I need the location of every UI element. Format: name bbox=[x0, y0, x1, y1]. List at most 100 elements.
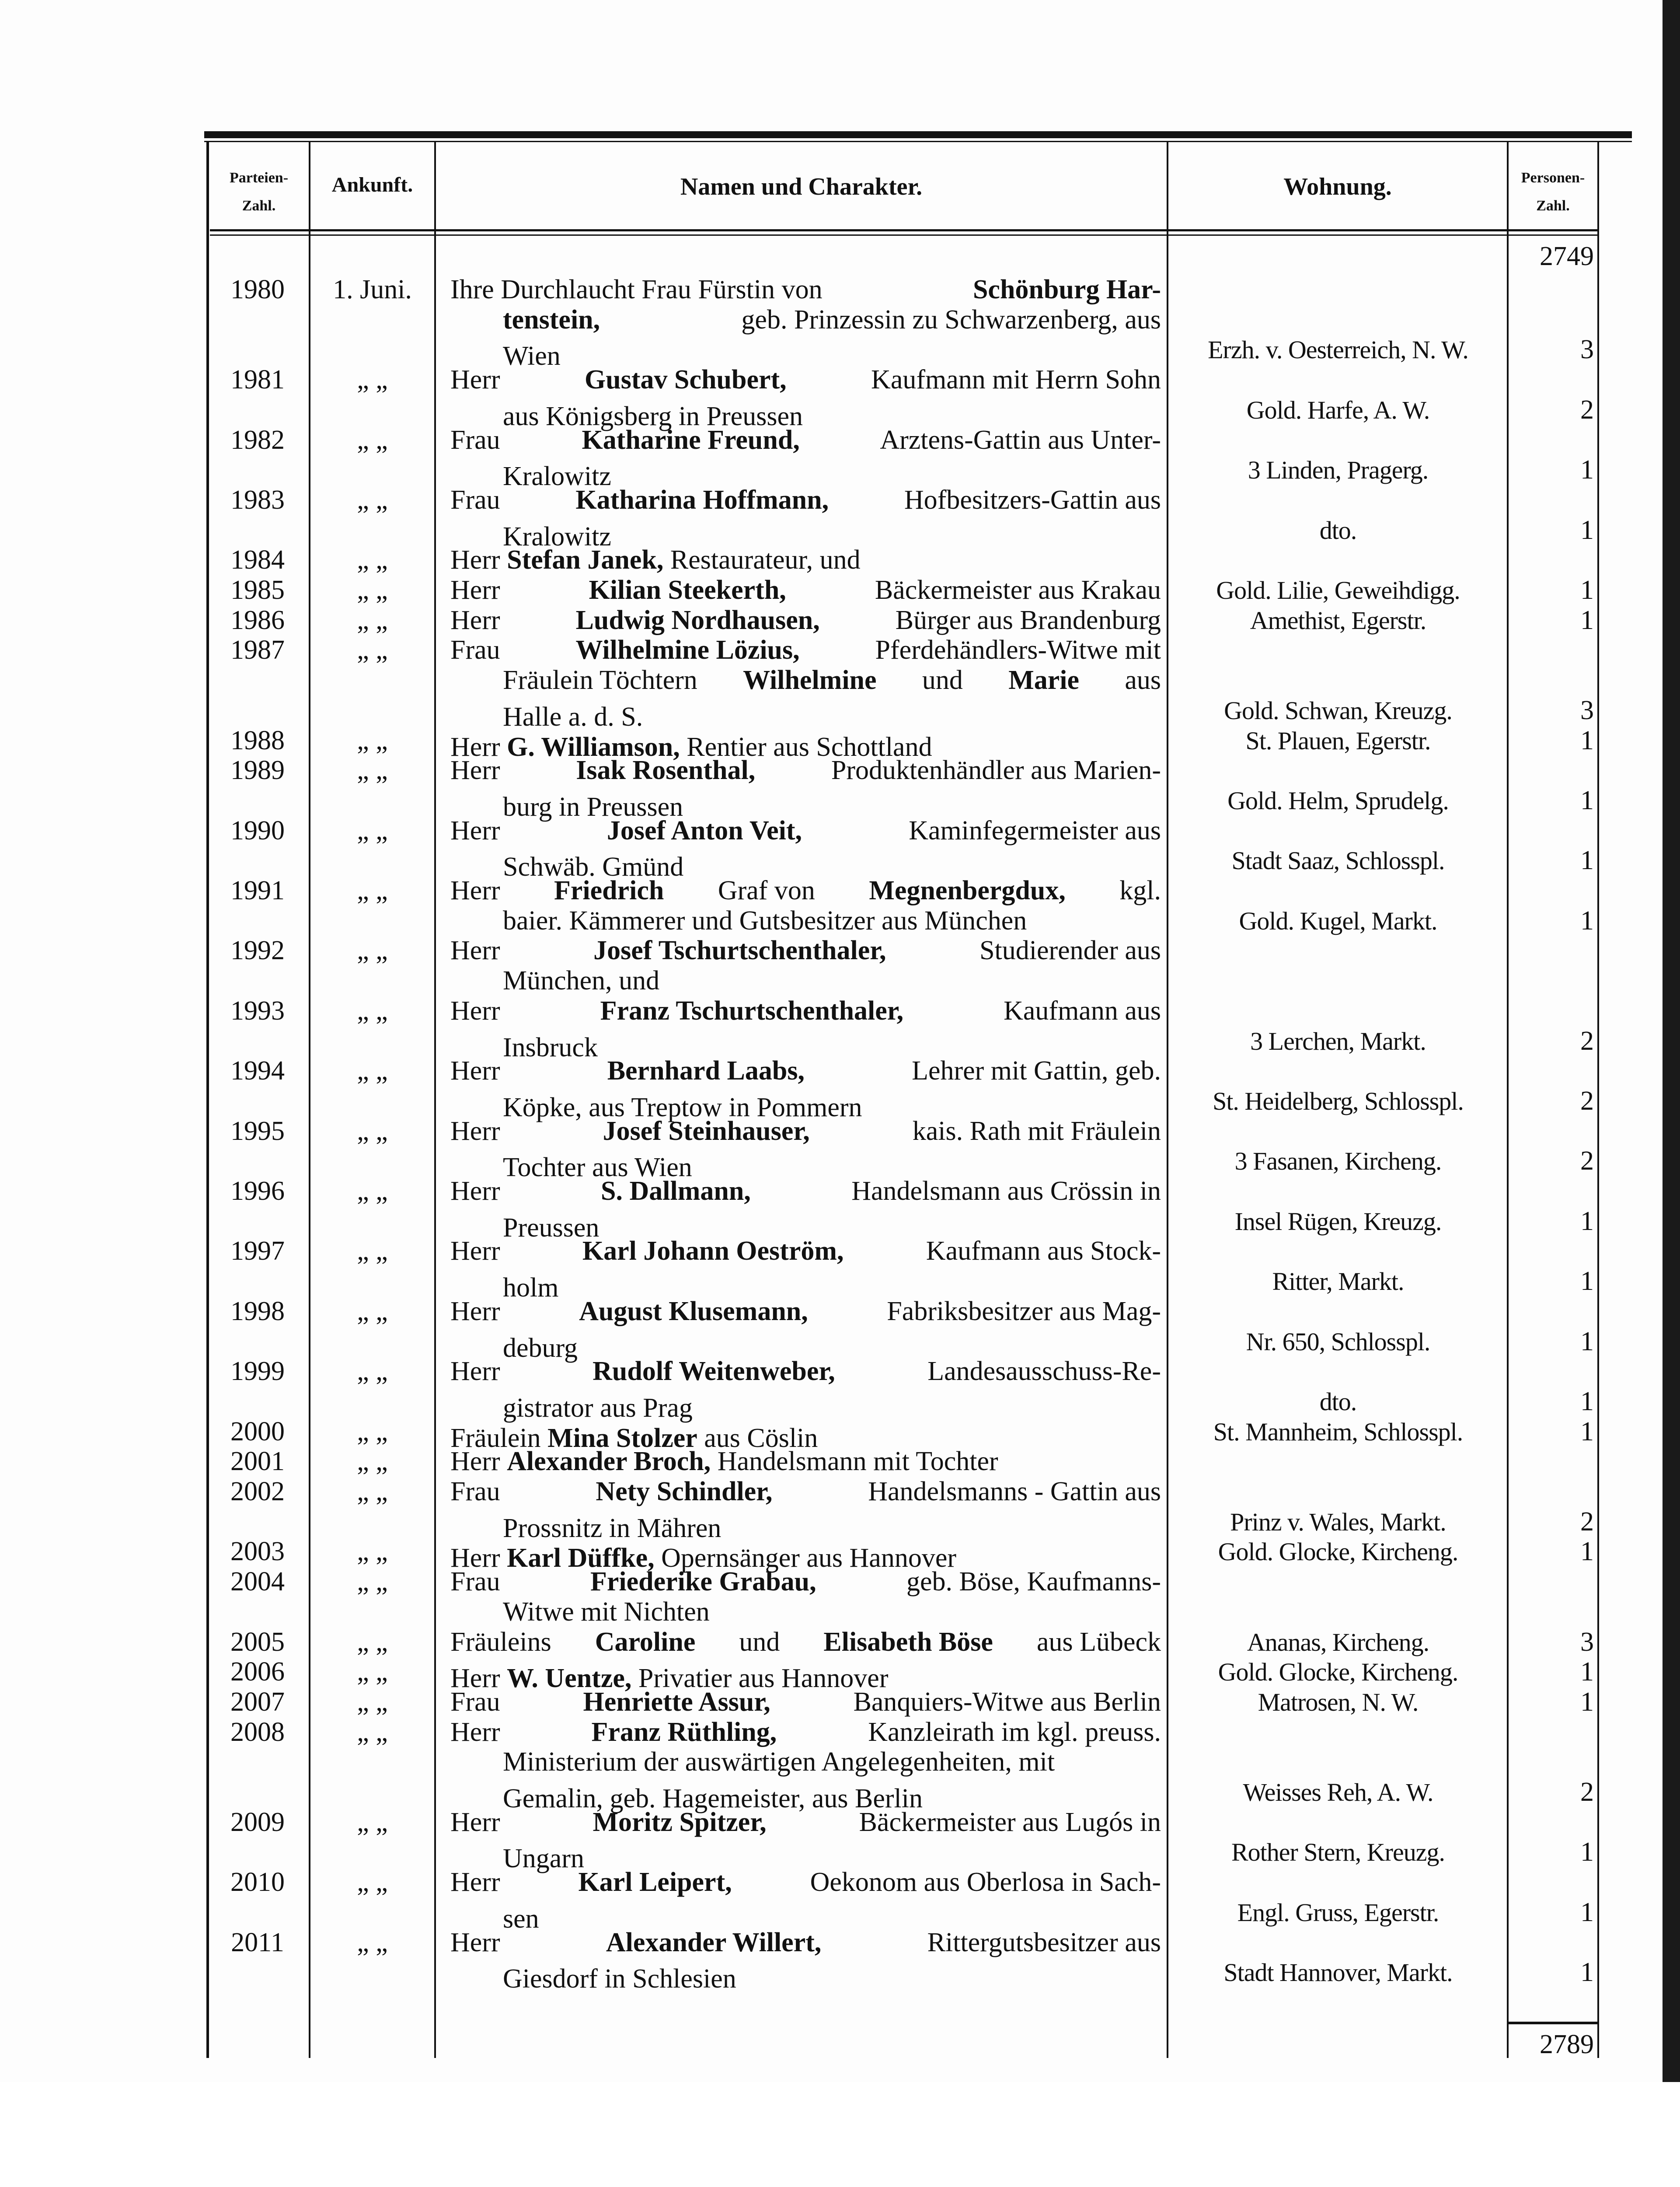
dot-leader bbox=[586, 1326, 1161, 1357]
entry-text-line: Herr Alexander Broch, Handelsmann mit To… bbox=[450, 1446, 1161, 1477]
entry-persons: 1 bbox=[1580, 1657, 1594, 1687]
entry-persons: 1 bbox=[1580, 1897, 1594, 1927]
dot-leader bbox=[568, 335, 1161, 365]
entry-persons: 1 bbox=[1580, 1386, 1594, 1416]
scan-edge bbox=[1663, 0, 1680, 2082]
entry-number: 1997 bbox=[230, 1236, 285, 1266]
entry-text: Herr bbox=[450, 1176, 507, 1206]
dot-leader bbox=[547, 1897, 1161, 1928]
guest-name: Karl Leipert, bbox=[578, 1867, 732, 1897]
entry-text: Herr bbox=[450, 876, 507, 905]
entry-residence: Gold. Harfe, A. W. bbox=[1246, 395, 1430, 424]
entry-text-line: Köpke, aus Treptow in Pommern bbox=[503, 1086, 1161, 1122]
guest-name: Elisabeth Böse bbox=[823, 1627, 993, 1657]
guest-name: tenstein, bbox=[503, 304, 600, 335]
entry-text-line: Schwäb. Gmünd bbox=[503, 845, 1161, 882]
entry-persons: 1 bbox=[1580, 575, 1594, 605]
register-page: Parteien- Zahl. Ankunft. Namen und Chara… bbox=[204, 0, 1680, 2082]
entry-residence: St. Heidelberg, Schlosspl. bbox=[1213, 1087, 1464, 1115]
entry-number: 1989 bbox=[230, 755, 285, 786]
entry-text: Herr bbox=[450, 1927, 507, 1957]
entry-persons: 1 bbox=[1580, 1837, 1594, 1867]
entry-arrival: „ „ bbox=[357, 485, 388, 515]
entry-arrival: „ „ bbox=[357, 1627, 388, 1657]
entry-residence: 3 Lerchen, Markt. bbox=[1250, 1027, 1426, 1055]
entry-text: Restaurateur, und bbox=[663, 545, 861, 575]
entry-text-line: Herr Josef Anton Veit, Kaminfegermeister… bbox=[450, 816, 1161, 846]
entry-arrival: „ „ bbox=[357, 1537, 388, 1567]
entry-text: Herr bbox=[450, 1717, 507, 1747]
entry-text: Rentier aus Schottland bbox=[680, 732, 932, 762]
entry-text: Herr bbox=[450, 545, 507, 575]
entry-persons: 1 bbox=[1580, 845, 1594, 876]
entry-residence: Prinz v. Wales, Markt. bbox=[1230, 1507, 1446, 1536]
entry-arrival: „ „ bbox=[357, 1477, 388, 1506]
entry-text: aus Cöslin bbox=[697, 1423, 818, 1453]
guest-name: Karl Düffke, bbox=[507, 1543, 655, 1573]
guest-name: Franz Tschurtschenthaler, bbox=[600, 996, 904, 1026]
guest-name: Stefan Janek, bbox=[507, 545, 664, 575]
entry-text-line: Prossnitz in Mähren bbox=[503, 1506, 1161, 1543]
guest-name: Gustav Schubert, bbox=[585, 365, 787, 395]
entry-text: Oekonom aus Oberlosa in Sach- bbox=[803, 1867, 1161, 1897]
header-names: Namen und Charakter. bbox=[680, 173, 923, 200]
entry-persons: 1 bbox=[1580, 1687, 1594, 1717]
entry-text: und bbox=[915, 665, 970, 695]
entry-text-line: Frau Katharine Freund, Arztens-Gattin au… bbox=[450, 425, 1161, 455]
entry-arrival: „ „ bbox=[357, 755, 388, 786]
entry-text-line: Ungarn bbox=[503, 1837, 1161, 1873]
entry-text: Insbruck bbox=[503, 1032, 598, 1062]
entry-number: 1986 bbox=[230, 605, 285, 635]
entry-text-line: baier. Kämmerer und Gutsbesitzer aus Mün… bbox=[503, 906, 1161, 936]
guest-name: Josef Tschurtschenthaler, bbox=[593, 936, 886, 966]
entry-text-line: Herr Josef Tschurtschenthaler, Studieren… bbox=[450, 936, 1161, 966]
entry-arrival: „ „ bbox=[357, 1927, 388, 1957]
entry-arrival: „ „ bbox=[357, 725, 388, 755]
entry-persons: 2 bbox=[1580, 1146, 1594, 1176]
guest-name: Friedrich bbox=[554, 876, 664, 905]
entry-text: Fräuleins bbox=[450, 1627, 558, 1657]
entry-persons: 2 bbox=[1580, 1026, 1594, 1056]
entry-residence: Gold. Glocke, Kircheng. bbox=[1218, 1658, 1459, 1687]
entry-residence: St. Plauen, Egerstr. bbox=[1245, 726, 1431, 755]
entry-text: Giesdorf in Schlesien bbox=[503, 1964, 736, 1994]
dot-leader bbox=[619, 455, 1161, 486]
entry-text: Kaufmann aus bbox=[997, 996, 1161, 1026]
entry-text: Bäckermeister aus Lugós in bbox=[852, 1807, 1161, 1837]
header-rule-2 bbox=[210, 234, 1598, 236]
entry-text: Herr bbox=[450, 1296, 507, 1326]
entry-text: Herr bbox=[450, 1807, 507, 1837]
entry-text-line: Insbruck bbox=[503, 1026, 1161, 1062]
entry-number: 2003 bbox=[230, 1537, 285, 1567]
entry-arrival: „ „ bbox=[357, 1056, 388, 1086]
entry-text-line: Fräulein Töchtern Wilhelmine und Marie a… bbox=[503, 665, 1161, 695]
entry-arrival: 1. Juni. bbox=[333, 275, 412, 304]
entry-persons: 1 bbox=[1580, 1537, 1594, 1567]
entry-text: Handelsmann mit Tochter bbox=[711, 1446, 998, 1477]
guest-name: Josef Anton Veit, bbox=[606, 815, 802, 845]
entry-number: 2001 bbox=[230, 1446, 285, 1477]
entry-text: Herr bbox=[450, 996, 507, 1026]
entry-text-line: Herr Karl Johann Oeström, Kaufmann aus S… bbox=[450, 1236, 1161, 1266]
entry-text-line: Herr Josef Steinhauser, kais. Rath mit F… bbox=[450, 1116, 1161, 1146]
entry-persons: 1 bbox=[1580, 1416, 1594, 1446]
left-border bbox=[206, 142, 209, 2058]
entry-residence: Engl. Gruss, Egerstr. bbox=[1237, 1898, 1440, 1927]
entry-text: Herr bbox=[450, 755, 507, 786]
entry-text: München, und bbox=[503, 966, 660, 996]
dot-leader bbox=[691, 785, 1161, 816]
entry-arrival: „ „ bbox=[357, 1296, 388, 1326]
entry-text: Herr bbox=[450, 575, 507, 605]
entry-text-line: Halle a. d. S. bbox=[503, 695, 1161, 732]
right-border bbox=[1597, 142, 1599, 2058]
entry-arrival: „ „ bbox=[357, 575, 388, 605]
entry-text: Kanzleirath im kgl. preuss. bbox=[861, 1717, 1161, 1747]
entry-text: Herr bbox=[450, 365, 507, 395]
guest-name: Caroline bbox=[595, 1627, 696, 1657]
entry-text-line: Herr Gustav Schubert, Kaufmann mit Herrn… bbox=[450, 365, 1161, 395]
entry-number: 1999 bbox=[230, 1356, 285, 1387]
entry-text-line: Ministerium der auswärtigen Angelegenhei… bbox=[503, 1747, 1161, 1777]
entry-text: Banquiers-Witwe aus Berlin bbox=[847, 1687, 1161, 1717]
entry-arrival: „ „ bbox=[357, 1657, 388, 1687]
entry-text-line: tenstein, geb. Prinzessin zu Schwarzenbe… bbox=[503, 305, 1161, 335]
